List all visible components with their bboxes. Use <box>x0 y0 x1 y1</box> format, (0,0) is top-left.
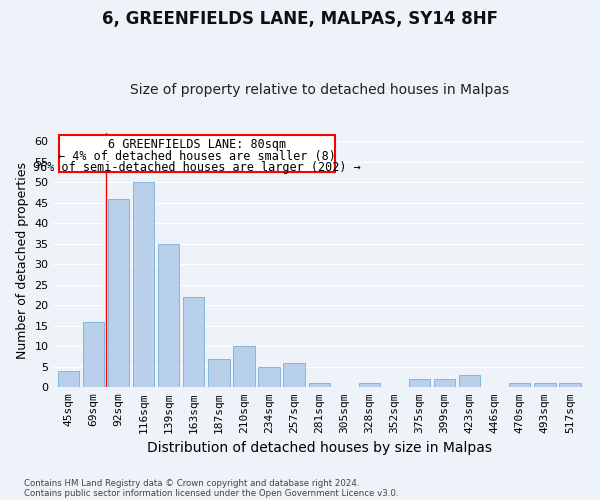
Bar <box>108 198 129 388</box>
Text: 6 GREENFIELDS LANE: 80sqm: 6 GREENFIELDS LANE: 80sqm <box>108 138 286 151</box>
Title: Size of property relative to detached houses in Malpas: Size of property relative to detached ho… <box>130 83 509 97</box>
Bar <box>509 383 530 388</box>
Bar <box>158 244 179 388</box>
Text: 6, GREENFIELDS LANE, MALPAS, SY14 8HF: 6, GREENFIELDS LANE, MALPAS, SY14 8HF <box>102 10 498 28</box>
Bar <box>58 371 79 388</box>
Bar <box>283 362 305 388</box>
Text: 96% of semi-detached houses are larger (202) →: 96% of semi-detached houses are larger (… <box>33 161 361 174</box>
Bar <box>259 367 280 388</box>
Text: Contains public sector information licensed under the Open Government Licence v3: Contains public sector information licen… <box>24 489 398 498</box>
Text: ← 4% of detached houses are smaller (8): ← 4% of detached houses are smaller (8) <box>58 150 336 162</box>
Bar <box>559 383 581 388</box>
Bar <box>459 375 480 388</box>
Bar <box>308 383 330 388</box>
X-axis label: Distribution of detached houses by size in Malpas: Distribution of detached houses by size … <box>146 441 491 455</box>
Bar <box>233 346 254 388</box>
Bar <box>434 379 455 388</box>
Bar <box>133 182 154 388</box>
Y-axis label: Number of detached properties: Number of detached properties <box>16 162 29 358</box>
Text: Contains HM Land Registry data © Crown copyright and database right 2024.: Contains HM Land Registry data © Crown c… <box>24 478 359 488</box>
Bar <box>409 379 430 388</box>
Bar <box>359 383 380 388</box>
Bar <box>183 297 205 388</box>
Bar <box>83 322 104 388</box>
FancyBboxPatch shape <box>59 136 335 172</box>
Bar <box>208 358 230 388</box>
Bar <box>534 383 556 388</box>
